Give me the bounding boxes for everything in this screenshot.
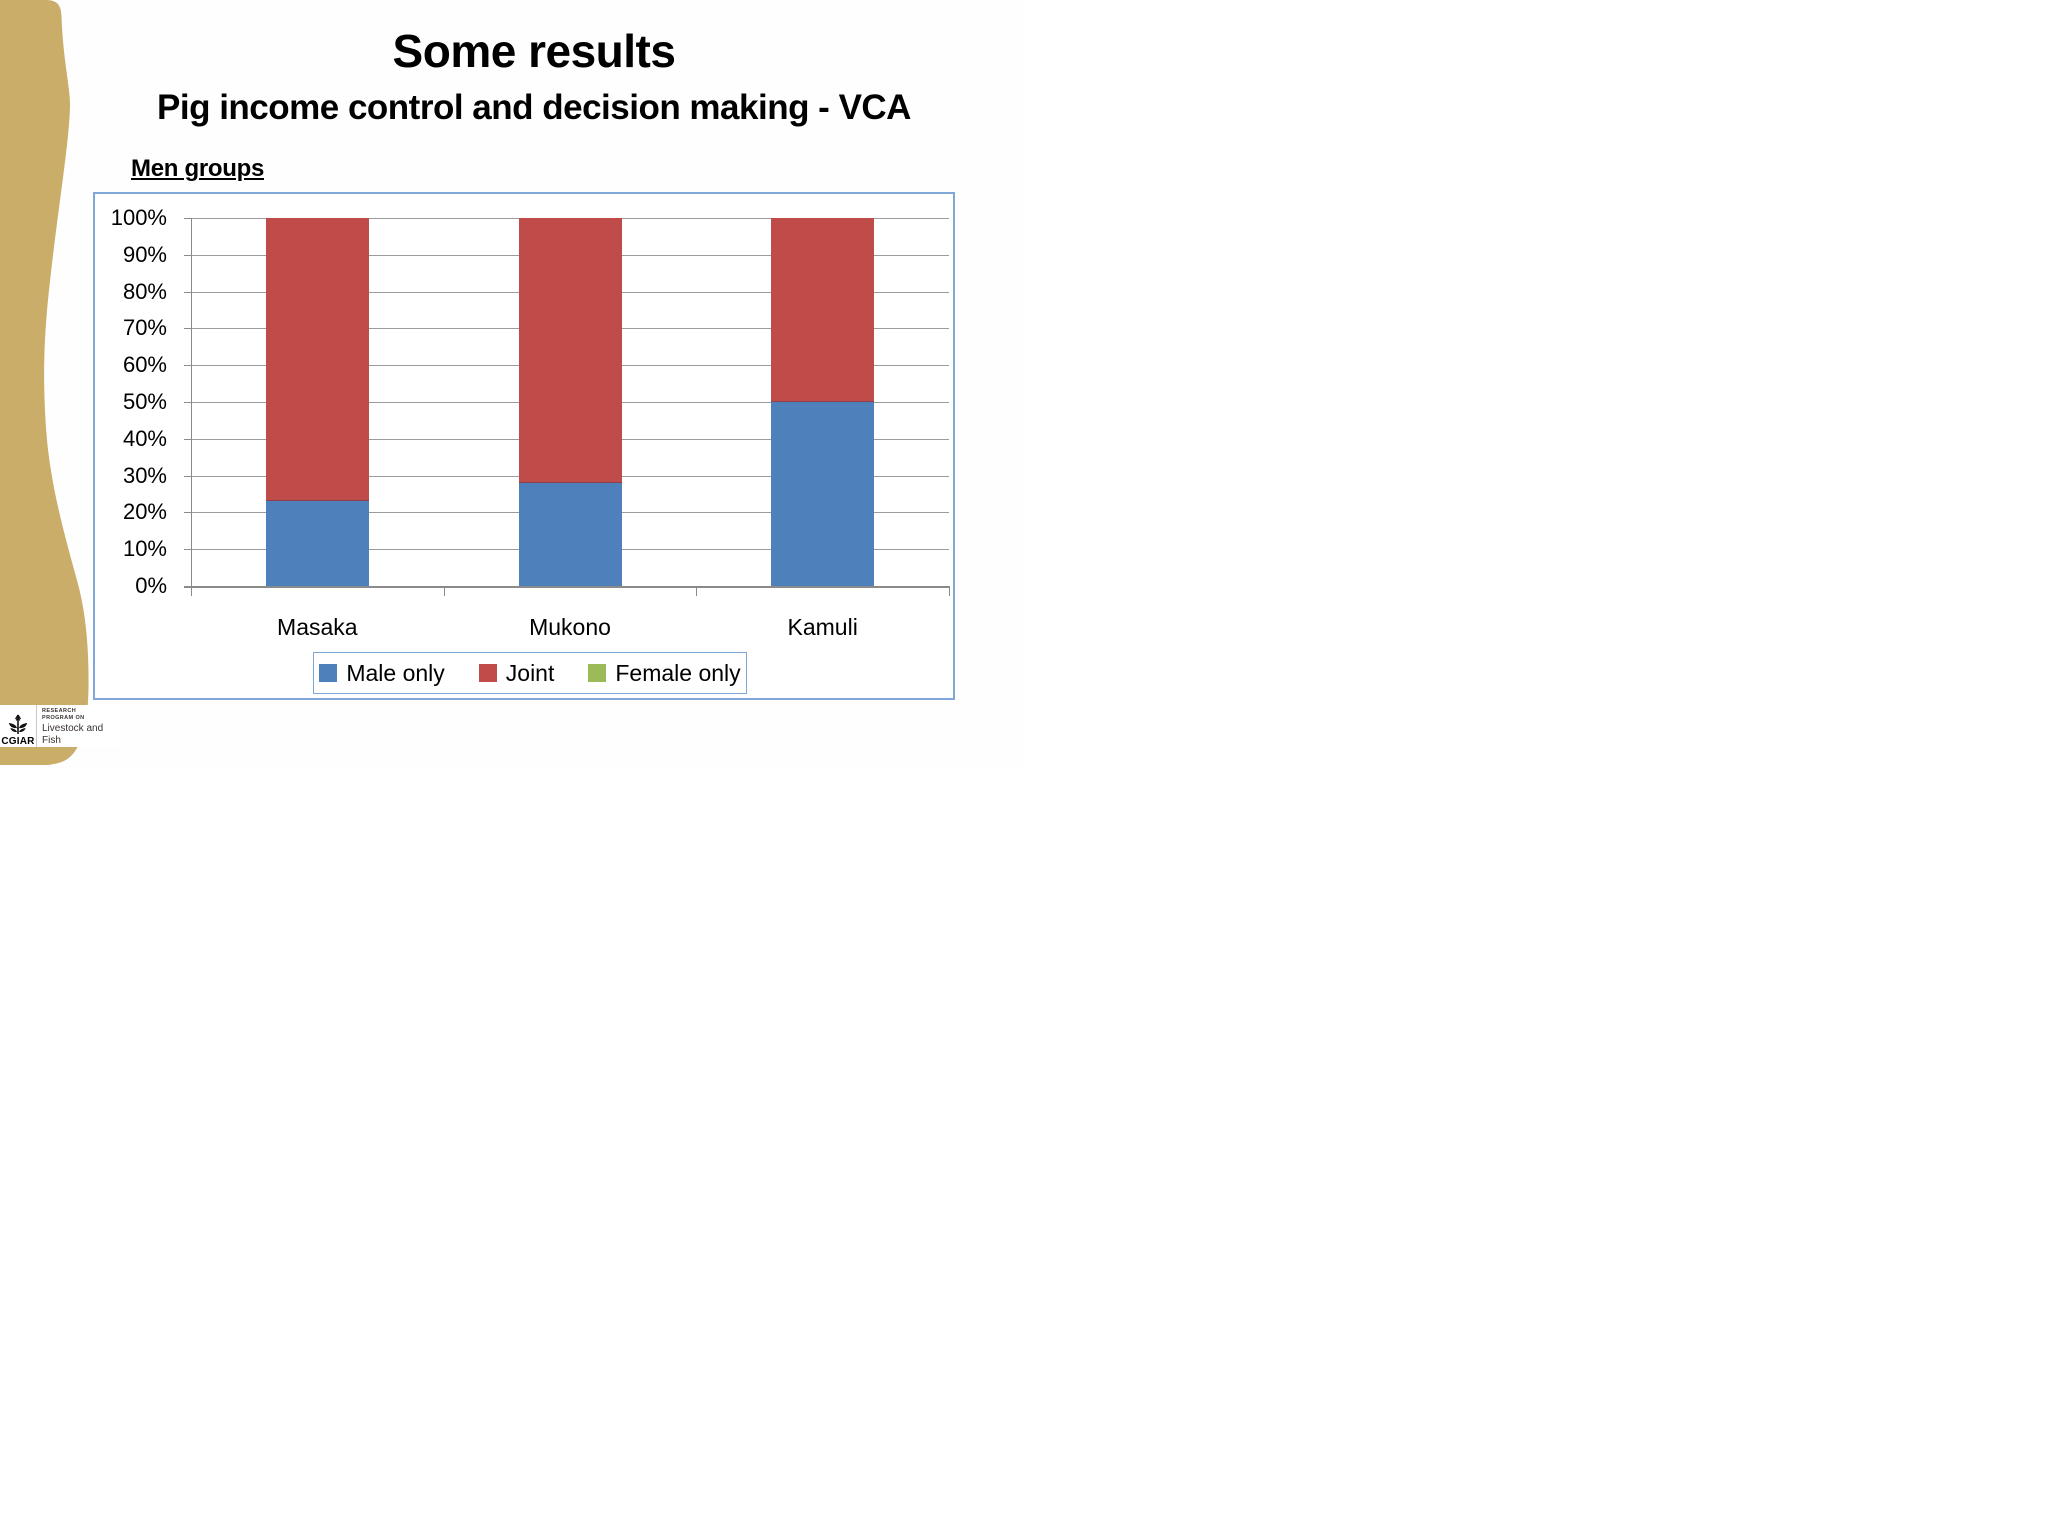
y-tick-mark-60 <box>184 365 191 367</box>
y-tick-label-70: 70% <box>122 315 167 341</box>
program-line2: PROGRAM ON <box>42 714 85 721</box>
legend-label-joint: Joint <box>505 659 555 686</box>
category-boundary-tick-2 <box>696 586 698 596</box>
chart-legend: Male only Joint Female only <box>313 652 747 694</box>
y-tick-mark-70 <box>184 328 191 330</box>
category-label-mukono: Mukono <box>529 614 611 640</box>
cgiar-logo-block: CGIAR <box>0 705 37 747</box>
y-tick-mark-50 <box>184 402 191 403</box>
y-axis-line <box>191 218 192 596</box>
program-text-block: RESEARCH PROGRAM ON Livestock and Fish <box>37 705 120 747</box>
category-label-masaka: Masaka <box>277 614 358 640</box>
legend-swatch-male-only <box>319 664 338 682</box>
category-boundary-tick-3 <box>949 586 950 596</box>
legend-swatch-female-only <box>588 664 607 682</box>
y-tick-label-50: 50% <box>122 389 167 414</box>
legend-item-joint: Joint <box>478 659 555 687</box>
bar-segment-mukono-joint <box>518 218 622 483</box>
y-tick-label-30: 30% <box>122 462 167 488</box>
y-tick-mark-100 <box>184 218 191 219</box>
y-tick-mark-30 <box>184 475 191 477</box>
program-name: Livestock and Fish <box>42 723 104 746</box>
legend-label-male-only: Male only <box>346 659 445 686</box>
slide-subtitle: Pig income control and decision making -… <box>157 88 911 127</box>
y-tick-mark-40 <box>184 438 191 440</box>
chart-section-label: Men groups <box>131 155 264 182</box>
y-tick-mark-20 <box>184 512 191 514</box>
footer-logo-strip: CGIAR RESEARCH PROGRAM ON Livestock and … <box>0 705 120 747</box>
y-tick-label-100: 100% <box>110 205 167 230</box>
y-tick-label-80: 80% <box>122 278 167 304</box>
y-tick-label-40: 40% <box>122 425 167 451</box>
y-tick-mark-80 <box>184 291 191 293</box>
bar-segment-kamuli-male-only <box>771 402 875 586</box>
y-tick-mark-10 <box>184 549 191 551</box>
slide-title: Some results <box>392 25 676 77</box>
chart-area: Male only Joint Female only 0% 10% 20% 30% 40%… <box>93 192 955 700</box>
legend-swatch-joint <box>478 664 497 682</box>
y-tick-label-60: 60% <box>122 352 167 378</box>
cgiar-wordmark: CGIAR <box>1 736 35 747</box>
category-boundary-tick-0 <box>191 586 192 596</box>
legend-item-female-only: Female only <box>588 659 741 687</box>
bar-segment-kamuli-joint <box>771 218 875 402</box>
x-axis-line <box>184 586 949 588</box>
wheat-icon <box>8 714 28 734</box>
legend-label-female-only: Female only <box>615 659 741 686</box>
bar-segment-masaka-male-only <box>265 501 369 586</box>
bar-segment-masaka-joint <box>265 218 369 502</box>
category-label-kamuli: Kamuli <box>787 614 858 640</box>
y-tick-mark-90 <box>184 254 191 256</box>
y-tick-label-20: 20% <box>122 499 167 525</box>
slide: Some results Pig income control and deci… <box>0 0 1024 768</box>
legend-item-male-only: Male only <box>319 659 445 687</box>
program-line1: RESEARCH <box>42 708 77 714</box>
y-tick-label-10: 10% <box>122 536 167 562</box>
y-tick-label-0: 0% <box>135 573 167 598</box>
category-boundary-tick-1 <box>443 586 445 596</box>
bar-segment-mukono-male-only <box>518 482 622 586</box>
y-tick-label-90: 90% <box>122 241 167 267</box>
